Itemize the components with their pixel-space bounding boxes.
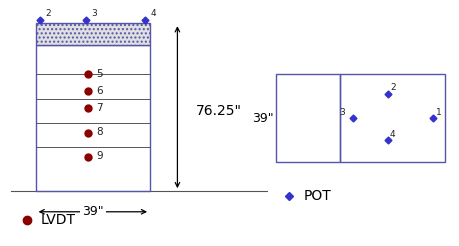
Bar bbox=[36, 45, 150, 191]
Bar bbox=[275, 74, 339, 162]
Text: 3: 3 bbox=[339, 108, 344, 117]
Text: 39": 39" bbox=[251, 112, 273, 125]
Text: 4: 4 bbox=[389, 130, 395, 138]
Bar bbox=[339, 74, 444, 162]
Text: 6: 6 bbox=[96, 86, 103, 96]
Text: 2: 2 bbox=[45, 9, 51, 18]
Text: 39": 39" bbox=[82, 205, 103, 218]
Text: LVDT: LVDT bbox=[40, 213, 75, 227]
Text: 7: 7 bbox=[96, 103, 103, 113]
Text: 76.25": 76.25" bbox=[195, 104, 241, 118]
Text: 3: 3 bbox=[91, 9, 97, 18]
Text: 4: 4 bbox=[151, 9, 156, 18]
Bar bbox=[36, 23, 150, 45]
Text: 2: 2 bbox=[389, 83, 395, 92]
Text: 9: 9 bbox=[96, 151, 103, 161]
Text: 1: 1 bbox=[435, 108, 441, 117]
Text: 5: 5 bbox=[96, 69, 103, 79]
Text: 8: 8 bbox=[96, 127, 103, 137]
Text: POT: POT bbox=[302, 189, 330, 203]
